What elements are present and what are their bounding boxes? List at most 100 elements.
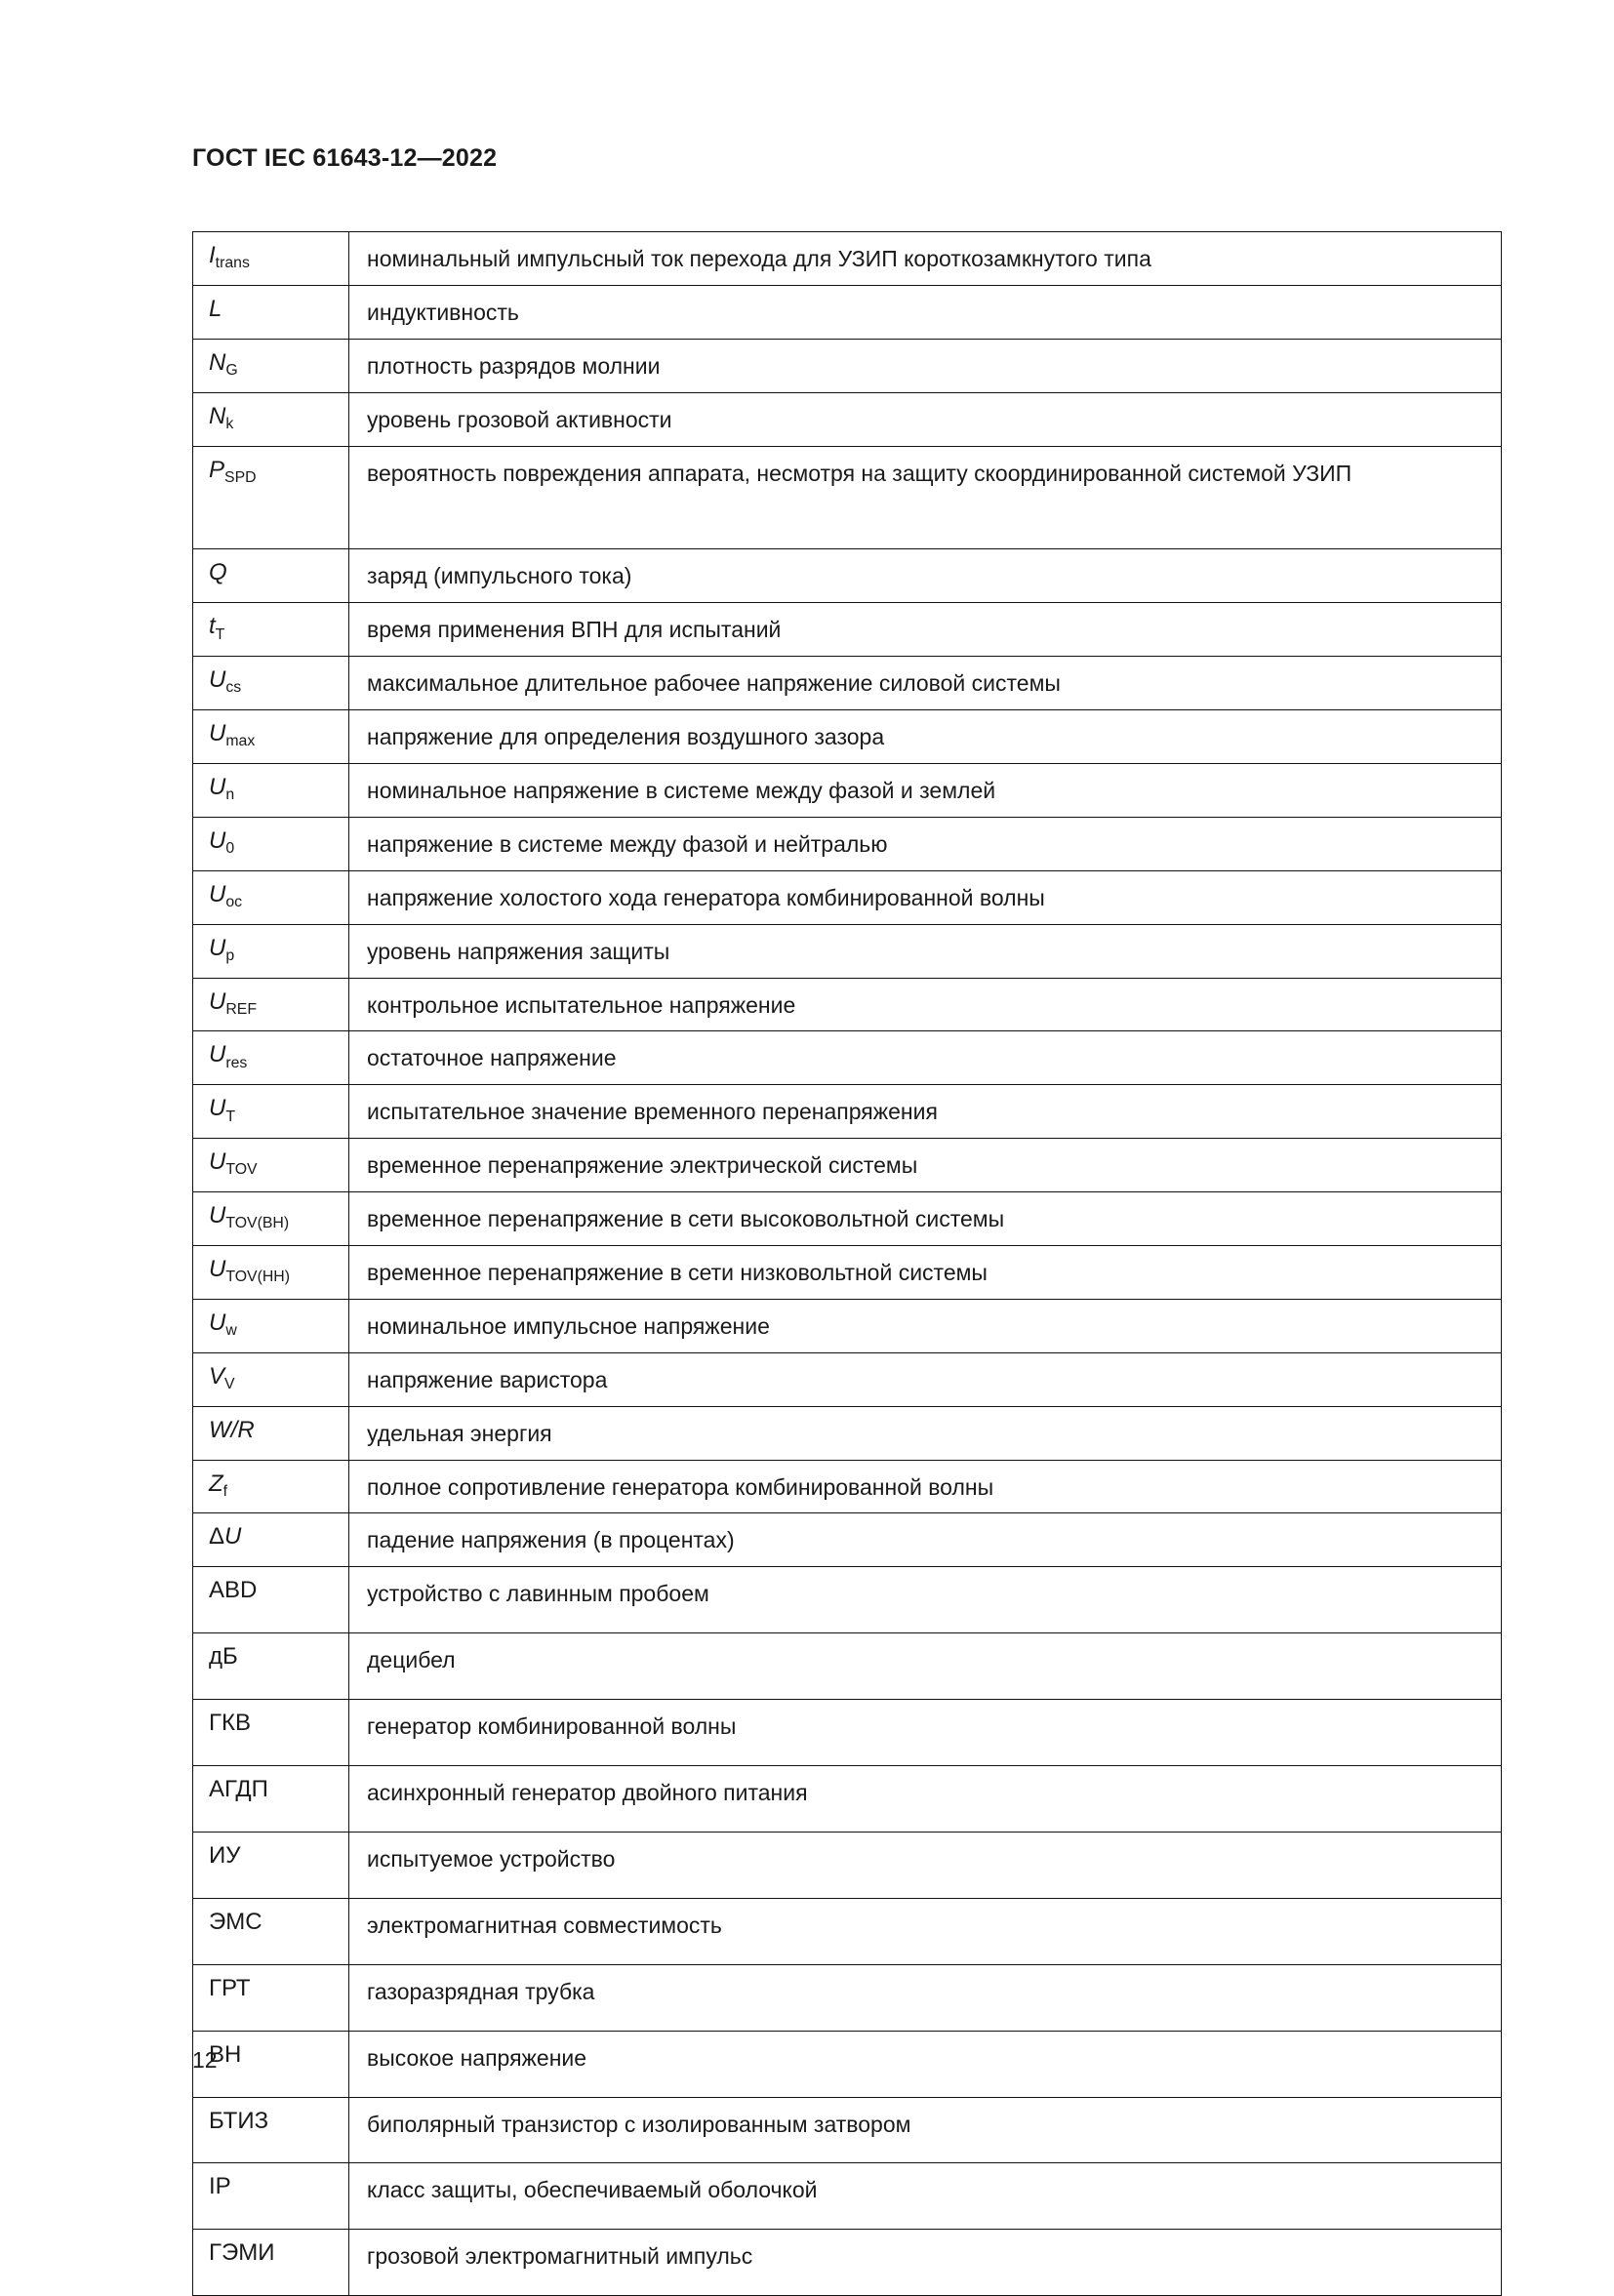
description-cell: испытуемое устройство (348, 1831, 1502, 1899)
symbol-text: L (209, 295, 222, 322)
symbol-cell: IP (192, 2162, 349, 2231)
description-text: децибел (367, 1647, 456, 1673)
table-row: Un номинальное напряжение в системе между… (192, 763, 1502, 818)
table-row: Uw номинальное импульсное напряжение (192, 1298, 1502, 1353)
description-cell: устройство с лавинным пробоем (348, 1566, 1502, 1634)
symbol-cell: UTOV(ВН) (192, 1191, 349, 1247)
description-cell: электромагнитная совместимость (348, 1897, 1502, 1965)
description-text: высокое напряжение (367, 2044, 587, 2071)
table-row: tT время применения ВПН для испытаний (192, 602, 1502, 658)
symbol-cell: VV (192, 1351, 349, 1407)
symbol-cell: Up (192, 923, 349, 979)
description-text: плотность разрядов молнии (367, 352, 661, 379)
description-text: грозовой электромагнитный импульс (367, 2243, 753, 2270)
symbol-subscript: V (224, 1376, 235, 1393)
symbol-subscript: TOV (225, 1161, 258, 1179)
symbol-subscript: G (225, 362, 238, 379)
table-row: Uoc напряжение холостого хода генератора … (192, 869, 1502, 925)
table-row: UTOV(НН) временное перенапряжение в сети … (192, 1245, 1502, 1300)
table-row: ГЭМИ грозовой электромагнитный импульс (192, 2229, 1502, 2296)
symbol-cell: БТИЗ (192, 2096, 349, 2164)
description-text: напряжение холостого хода генератора ком… (367, 884, 1045, 910)
description-text: номинальное импульсное напряжение (367, 1312, 770, 1339)
symbol-cell: PSPD (192, 445, 349, 550)
description-cell: остаточное напряжение (348, 1030, 1502, 1086)
description-cell: децибел (348, 1632, 1502, 1701)
description-text: напряжение варистора (367, 1366, 608, 1392)
symbol-cell: ЭМС (192, 1897, 349, 1965)
description-cell: грозовой электромагнитный импульс (348, 2229, 1502, 2296)
description-cell: заряд (импульсного тока) (348, 548, 1502, 604)
table-row: БТИЗ биполярный транзистор с изолированны… (192, 2096, 1502, 2164)
symbol-text: ЭМС (209, 1908, 262, 1935)
table-row: ЭМС электромагнитная совместимость (192, 1897, 1502, 1965)
description-cell: напряжение для определения воздушного за… (348, 709, 1502, 765)
table-row: UTOV временное перенапряжение электрическ… (192, 1138, 1502, 1193)
symbol-text: Zf (209, 1470, 228, 1500)
symbol-subscript: TOV(НН) (225, 1269, 290, 1286)
description-cell: удельная энергия (348, 1405, 1502, 1461)
description-text: уровень грозовой активности (367, 406, 672, 432)
description-text: испытательное значение временного перена… (367, 1099, 938, 1125)
symbol-text: PSPD (209, 456, 257, 486)
symbol-text: Ures (209, 1041, 248, 1071)
symbol-cell: UT (192, 1084, 349, 1140)
symbol-text: ABD (209, 1577, 258, 1604)
description-text: генератор комбинированной волны (367, 1713, 737, 1740)
description-cell: газоразрядная трубка (348, 1963, 1502, 2032)
description-text: уровень напряжения защиты (367, 938, 670, 964)
description-cell: испытательное значение временного перена… (348, 1084, 1502, 1140)
table-row: UT испытательное значение временного пере… (192, 1084, 1502, 1140)
symbol-cell: ГКВ (192, 1699, 349, 1767)
description-text: напряжение в системе между фазой и нейтр… (367, 830, 888, 857)
symbol-subscript: k (225, 415, 234, 432)
symbol-subscript: max (225, 733, 256, 750)
table-row: IP класс защиты, обеспечиваемый оболочкой (192, 2162, 1502, 2231)
symbol-text: UREF (209, 987, 258, 1018)
description-text: биполярный транзистор с изолированным за… (367, 2111, 911, 2137)
symbol-cell: L (192, 284, 349, 340)
symbol-subscript: w (225, 1322, 237, 1340)
symbol-subscript: 0 (225, 840, 235, 858)
symbol-text: ГКВ (209, 1710, 251, 1737)
symbol-cell: ВН (192, 2030, 349, 2098)
table-row: Umax напряжение для определения воздушног… (192, 709, 1502, 765)
description-cell: генератор комбинированной волны (348, 1699, 1502, 1767)
table-row: ΔU падение напряжения (в процентах) (192, 1512, 1502, 1568)
symbol-subscript: REF (225, 1000, 258, 1018)
symbol-text: U0 (209, 826, 235, 858)
table-row: Ucs максимальное длительное рабочее напря… (192, 656, 1502, 711)
symbol-cell: UREF (192, 977, 349, 1032)
page-number: 12 (192, 2047, 218, 2073)
table-row: PSPD вероятность повреждения аппарата, не… (192, 445, 1502, 550)
symbol-cell: Ures (192, 1030, 349, 1086)
table-row: ГРТ газоразрядная трубка (192, 1963, 1502, 2032)
symbol-text: UTOV (209, 1148, 258, 1179)
table-row: ВН высокое напряжение (192, 2030, 1502, 2098)
description-text: класс защиты, обеспечиваемый оболочкой (367, 2177, 818, 2203)
description-text: электромагнитная совместимость (367, 1912, 722, 1938)
description-cell: индуктивность (348, 284, 1502, 340)
symbol-subscript: res (225, 1054, 248, 1071)
description-cell: номинальное напряжение в системе между ф… (348, 763, 1502, 818)
symbol-cell: W/R (192, 1405, 349, 1461)
table-row: W/R удельная энергия (192, 1405, 1502, 1461)
table-row: Up уровень напряжения защиты (192, 923, 1502, 979)
symbol-text: tT (209, 613, 225, 643)
table-row: VV напряжение варистора (192, 1351, 1502, 1407)
description-text: индуктивность (367, 299, 519, 325)
symbol-cell: Nk (192, 391, 349, 447)
symbol-subscript: SPD (224, 468, 257, 486)
symbol-text: VV (209, 1362, 235, 1393)
symbol-text: UTOV(НН) (209, 1256, 290, 1286)
description-cell: биполярный транзистор с изолированным за… (348, 2096, 1502, 2164)
description-cell: уровень напряжения защиты (348, 923, 1502, 979)
symbol-text: Ucs (209, 666, 242, 697)
symbol-text: ΔU (209, 1523, 242, 1551)
symbol-cell: ГРТ (192, 1963, 349, 2032)
symbol-cell: Itrans (192, 231, 349, 286)
symbol-subscript: cs (225, 679, 242, 697)
symbol-subscript: f (222, 1482, 228, 1500)
